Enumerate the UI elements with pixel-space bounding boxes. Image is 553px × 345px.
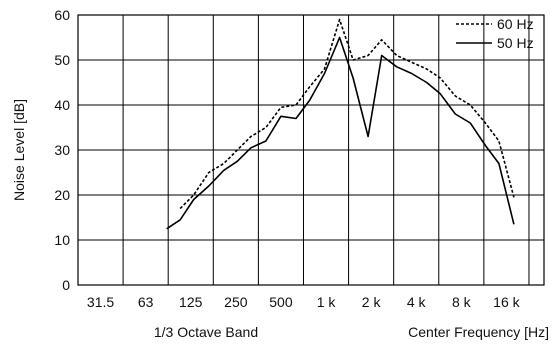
x-tick-label: 125 [179,294,203,310]
y-axis-label: Noise Level [dB] [11,99,27,201]
series-line-50hz [166,36,515,230]
y-tick-label: 20 [54,187,70,203]
x-tick-label: 250 [224,294,248,310]
x-tick-label: 1 k [317,294,337,310]
y-tick-label: 10 [54,232,70,248]
x-tick-label: 4 k [407,294,427,310]
x-tick-label: 31.5 [87,294,114,310]
y-tick-label: 40 [54,97,70,113]
legend: 60 Hz 50 Hz [456,16,534,51]
y-tick-label: 60 [54,7,70,23]
y-tick-label: 0 [62,277,70,293]
x-tick-label: 8 k [452,294,472,310]
legend-label-50hz: 50 Hz [497,35,534,51]
y-tick-label: 30 [54,142,70,158]
y-axis-ticks: 0 10 20 30 40 50 60 [54,7,70,293]
x-tick-label: 63 [138,294,154,310]
series-layer [166,18,515,230]
x-axis-label-frequency: Center Frequency [Hz] [408,324,549,340]
grid [78,14,544,286]
x-tick-label: 16 k [493,294,520,310]
x-tick-label: 500 [269,294,293,310]
y-tick-label: 50 [54,52,70,68]
series-line-60hz [179,18,515,210]
x-tick-label: 2 k [362,294,382,310]
x-axis-ticks: 31.5 63 125 250 500 1 k 2 k 4 k 8 k 16 k [87,294,521,310]
plot-frame [77,14,545,286]
x-axis-label-band: 1/3 Octave Band [154,324,258,340]
legend-label-60hz: 60 Hz [497,16,534,32]
